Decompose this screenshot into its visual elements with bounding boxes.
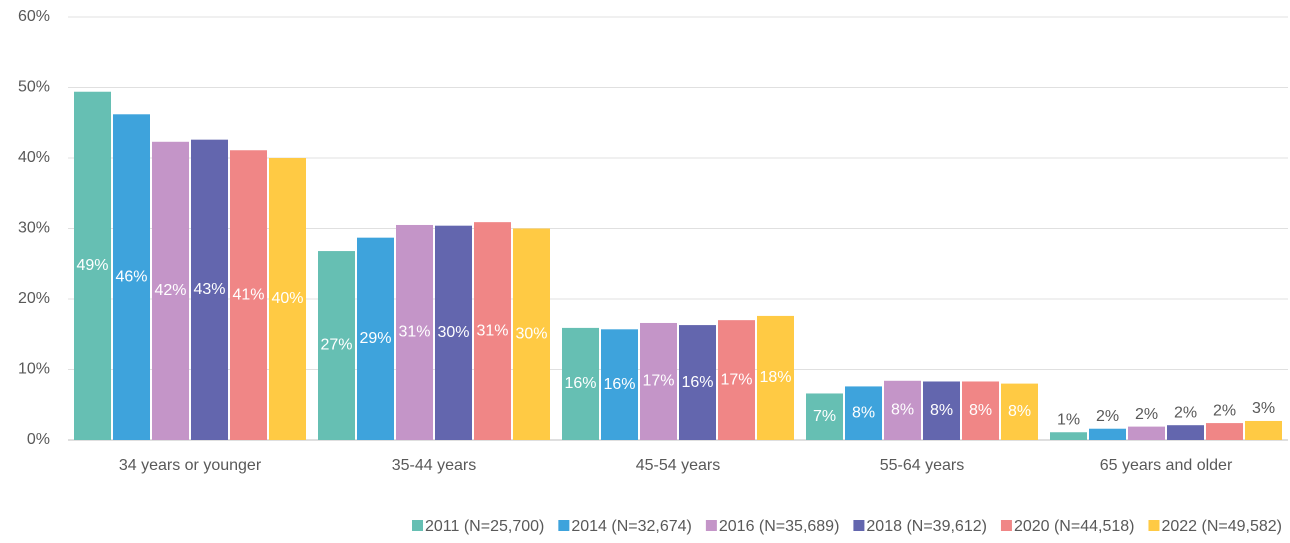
x-tick-label: 55-64 years	[880, 457, 965, 474]
data-label: 42%	[154, 282, 186, 299]
bar	[396, 224, 433, 440]
y-tick-label: 30%	[18, 220, 50, 237]
legend-swatch	[558, 520, 570, 531]
bar	[962, 381, 999, 440]
legend-label: 2018 (N=39,612)	[866, 518, 987, 535]
bar	[74, 91, 111, 440]
legend-label: 2011 (N=25,700)	[425, 518, 544, 535]
bar	[1001, 383, 1038, 440]
bar	[757, 315, 794, 440]
x-tick-label: 35-44 years	[392, 457, 477, 474]
y-tick-label: 50%	[18, 79, 50, 96]
legend-swatch	[705, 520, 717, 531]
bar	[513, 228, 550, 440]
y-tick-label: 0%	[27, 431, 50, 448]
legend-label: 2022 (N=49,582)	[1161, 518, 1282, 535]
data-label: 40%	[271, 290, 303, 307]
x-tick-label: 45-54 years	[636, 457, 721, 474]
data-label: 41%	[232, 286, 264, 303]
data-label: 8%	[891, 402, 914, 419]
bar	[113, 114, 150, 440]
data-label: 7%	[813, 408, 836, 425]
bar	[718, 320, 755, 440]
bar	[152, 141, 189, 440]
bar	[679, 325, 716, 440]
bar	[923, 381, 960, 440]
x-tick-label: 65 years and older	[1100, 457, 1233, 474]
data-label: 30%	[515, 325, 547, 342]
bar	[845, 386, 882, 440]
legend-label: 2016 (N=35,689)	[719, 518, 840, 535]
bar	[1128, 426, 1165, 440]
legend-swatch	[1000, 520, 1012, 531]
bar	[640, 322, 677, 440]
data-label: 17%	[720, 371, 752, 388]
data-label: 31%	[476, 322, 508, 339]
bar	[1050, 432, 1087, 440]
data-label: 17%	[642, 373, 674, 390]
bar	[435, 225, 472, 440]
bar	[601, 329, 638, 440]
data-label: 8%	[969, 402, 992, 419]
data-label: 29%	[359, 330, 391, 347]
data-label: 1%	[1057, 411, 1080, 428]
bar	[1167, 425, 1204, 440]
bar	[474, 222, 511, 440]
data-label: 2%	[1096, 408, 1119, 425]
data-label: 31%	[398, 324, 430, 341]
y-tick-label: 10%	[18, 361, 50, 378]
bar	[318, 251, 355, 440]
legend-label: 2014 (N=32,674)	[571, 518, 692, 535]
legend-swatch	[412, 520, 423, 531]
y-tick-label: 40%	[18, 149, 50, 166]
data-label: 3%	[1252, 400, 1275, 417]
legend-label: 2020 (N=44,518)	[1014, 518, 1135, 535]
y-tick-label: 20%	[18, 290, 50, 307]
bar	[562, 327, 599, 440]
legend-swatch	[853, 520, 865, 531]
bar	[884, 380, 921, 440]
bar	[357, 237, 394, 440]
data-label: 2%	[1174, 404, 1197, 421]
bar	[269, 158, 306, 440]
data-label: 8%	[930, 402, 953, 419]
bar	[1206, 423, 1243, 440]
bar	[1245, 420, 1282, 440]
data-label: 2%	[1135, 406, 1158, 423]
legend-swatch	[1148, 520, 1160, 531]
data-label: 16%	[681, 374, 713, 391]
y-tick-label: 60%	[18, 8, 50, 25]
bar	[191, 139, 228, 441]
data-label: 43%	[193, 281, 225, 298]
bar	[806, 393, 843, 440]
data-label: 18%	[759, 369, 791, 386]
data-label: 46%	[115, 268, 147, 285]
data-label: 8%	[1008, 403, 1031, 420]
data-label: 27%	[320, 337, 352, 354]
bar	[230, 150, 267, 440]
data-label: 16%	[603, 376, 635, 393]
bar	[1089, 428, 1126, 440]
data-label: 30%	[437, 324, 469, 341]
data-label: 16%	[564, 375, 596, 392]
x-tick-label: 34 years or younger	[119, 457, 262, 474]
data-label: 2%	[1213, 402, 1236, 419]
data-label: 49%	[76, 257, 108, 274]
data-label: 8%	[852, 404, 875, 421]
